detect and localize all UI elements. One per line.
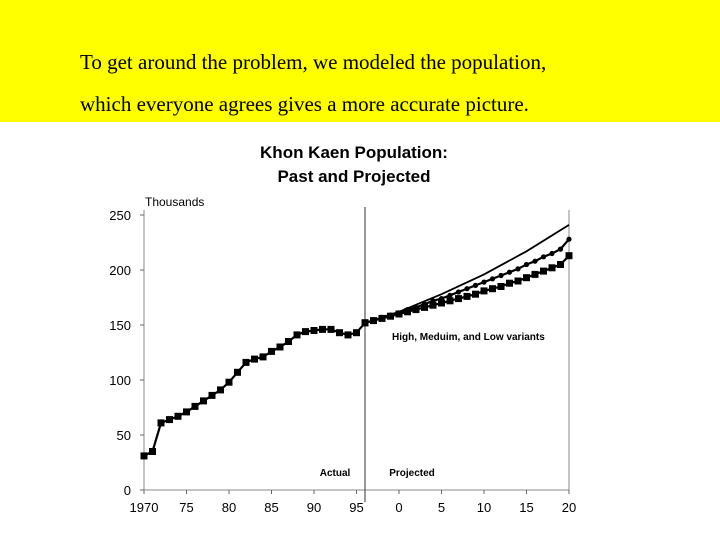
y-tick-label: 50 [117, 428, 131, 443]
y-tick-label: 0 [124, 483, 131, 498]
data-point [489, 276, 496, 282]
data-point [310, 327, 318, 334]
data-point [149, 448, 156, 455]
annotation-projected: Projected [389, 468, 435, 479]
y-tick-label: 100 [109, 373, 131, 388]
data-point [268, 347, 275, 355]
data-point [276, 343, 284, 351]
chart-title-line-1: Khon Kaen Population: [260, 143, 448, 162]
chart-title-line-2: Past and Projected [277, 167, 430, 186]
data-point [217, 386, 224, 394]
data-point [208, 391, 216, 399]
data-point [447, 292, 453, 298]
y-tick-label: 200 [109, 263, 131, 278]
data-point [566, 236, 572, 242]
data-point [531, 270, 539, 278]
data-point [549, 250, 555, 257]
data-point [481, 279, 487, 285]
plot-frame [143, 210, 570, 491]
data-point [353, 329, 360, 337]
data-point [285, 338, 292, 345]
x-tick-label: 20 [562, 500, 576, 515]
data-point [489, 285, 496, 293]
data-point [166, 416, 173, 424]
data-point [319, 325, 326, 333]
data-point [515, 266, 521, 272]
data-point [523, 261, 530, 268]
data-point [404, 308, 411, 316]
data-point [540, 267, 547, 275]
x-tick-label: 90 [307, 500, 321, 515]
data-point [472, 290, 479, 298]
data-point [472, 282, 479, 288]
data-point [565, 252, 573, 260]
data-point [225, 378, 233, 386]
data-point [344, 331, 352, 339]
data-point [183, 408, 190, 416]
data-point [302, 328, 309, 336]
data-point [234, 368, 241, 376]
x-tick-label: 75 [179, 500, 193, 515]
x-tick-label: 1970 [130, 500, 159, 515]
data-point [395, 310, 403, 318]
data-point [370, 317, 377, 325]
data-point [540, 254, 547, 260]
data-point [412, 306, 420, 314]
data-point [421, 303, 428, 311]
data-point [251, 355, 258, 363]
caption-banner [0, 0, 720, 122]
data-point [455, 295, 462, 303]
caption-line-2: which everyone agrees gives a more accur… [80, 92, 529, 116]
annotation-variants: High, Meduim, and Low variants [392, 332, 545, 343]
data-point [438, 299, 445, 307]
data-point [293, 331, 301, 339]
data-point [455, 289, 462, 295]
x-tick-label: 95 [349, 500, 363, 515]
data-point [242, 358, 250, 366]
x-tick-label: 80 [222, 500, 236, 515]
data-point [463, 292, 471, 300]
data-point [429, 301, 437, 309]
x-tick-label: 0 [395, 500, 402, 515]
data-point [259, 353, 267, 361]
data-point [378, 314, 386, 322]
data-point [336, 329, 343, 337]
data-point [361, 319, 369, 327]
plot-area: 0 50 100 150 200 250 1970 75 80 85 90 95 0 5 10 15 20 Act… [109, 207, 576, 515]
data-point [480, 287, 488, 295]
data-point [506, 269, 513, 275]
data-point [464, 286, 470, 292]
data-point [498, 272, 504, 279]
annotation-actual: Actual [320, 468, 351, 479]
series-line [364, 238, 570, 324]
y-tick-label: 150 [109, 318, 131, 333]
data-point [157, 419, 165, 427]
data-point [140, 452, 148, 460]
data-point [514, 277, 522, 285]
series-line [143, 322, 366, 457]
data-point [327, 325, 335, 333]
x-tick-label: 10 [477, 500, 491, 515]
data-point [557, 246, 564, 252]
data-point [532, 258, 538, 264]
data-point [548, 264, 556, 272]
data-point [557, 261, 564, 268]
data-point [200, 397, 207, 405]
x-tick-label: 85 [264, 500, 278, 515]
data-point [191, 402, 199, 410]
data-point [506, 279, 513, 287]
data-point [497, 283, 505, 290]
x-tick-label: 5 [438, 500, 445, 515]
data-point [446, 297, 454, 305]
caption-line-1: To get around the problem, we modeled th… [80, 50, 547, 74]
x-tick-label: 15 [519, 500, 533, 515]
y-tick-label: 250 [109, 208, 131, 223]
data-point [523, 274, 530, 282]
data-point [174, 412, 182, 420]
data-point [387, 312, 394, 320]
y-axis-label: Thousands [145, 195, 204, 209]
